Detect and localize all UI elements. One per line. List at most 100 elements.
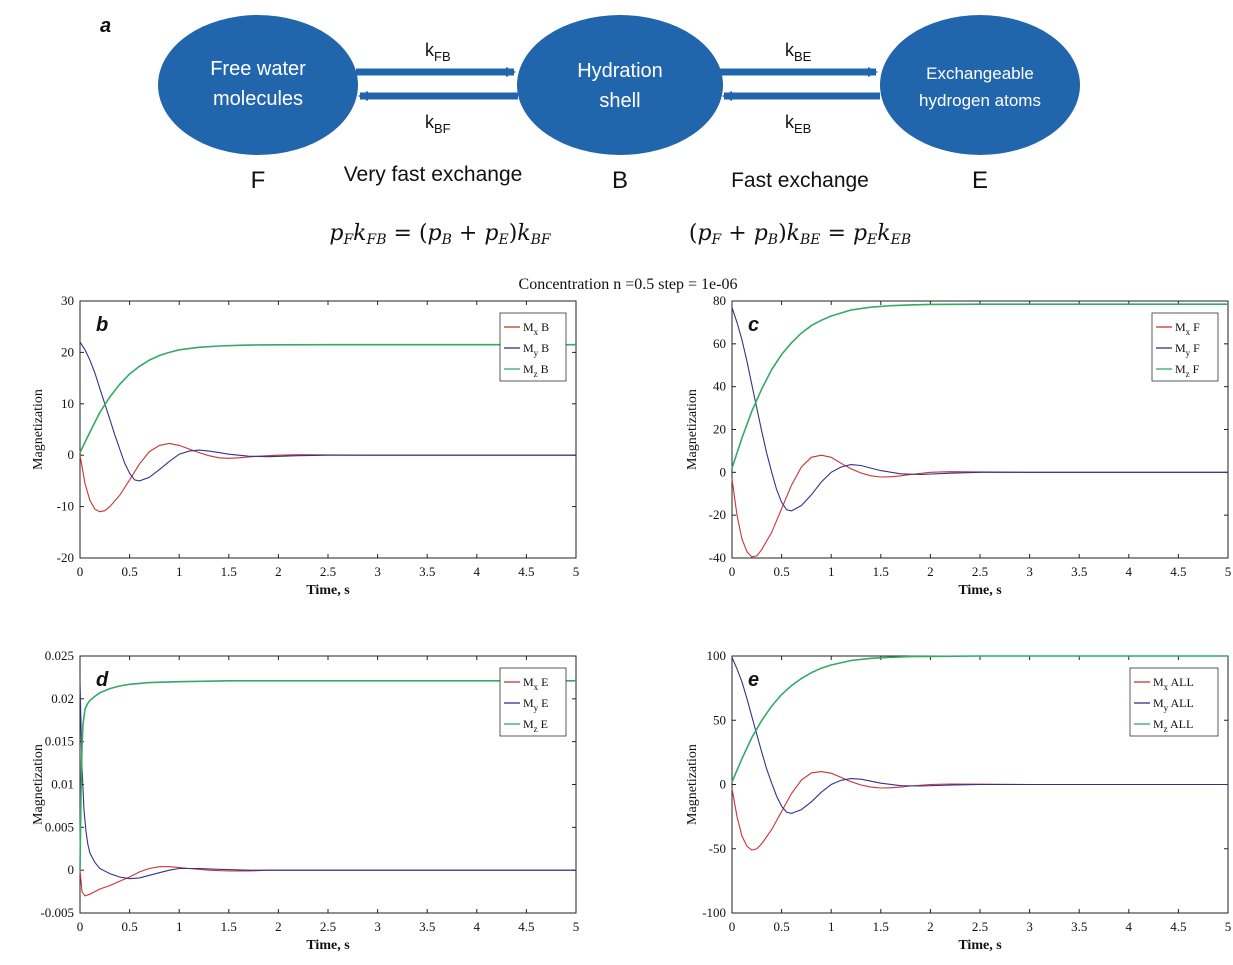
rate-keb: kEB	[785, 112, 811, 136]
x-tick-label: 0	[77, 564, 84, 579]
y-tick-label: 30	[61, 293, 74, 308]
legend-label-mx: Mx B	[523, 320, 549, 337]
rate-kbf: kBF	[425, 112, 451, 136]
x-tick-label: 4	[474, 564, 481, 579]
y-axis-label: Magnetization	[685, 389, 700, 470]
node-exchangeable-hydrogen	[880, 15, 1080, 155]
y-tick-label: 0.005	[45, 819, 74, 834]
y-tick-label: -10	[57, 499, 74, 514]
series-line-my	[731, 307, 1228, 512]
x-tick-label: 2	[927, 919, 934, 934]
x-tick-label: 3	[374, 564, 381, 579]
node-exchangeable-line1: Exchangeable	[926, 64, 1034, 83]
very-fast-exchange-label: Very fast exchange	[344, 163, 523, 186]
x-tick-label: 5	[1225, 564, 1232, 579]
y-tick-label: 10	[61, 396, 74, 411]
x-tick-label: 1.5	[873, 919, 889, 934]
node-letter-f: F	[251, 167, 266, 194]
y-tick-label: -50	[709, 841, 726, 856]
y-tick-label: 0	[720, 777, 727, 792]
x-tick-label: 1	[828, 564, 835, 579]
x-tick-label: 2.5	[972, 564, 988, 579]
x-tick-label: 2	[275, 564, 282, 579]
legend-box	[499, 667, 567, 737]
y-tick-label: 0	[720, 464, 727, 479]
x-tick-label: 5	[1225, 919, 1232, 934]
x-tick-label: 4	[1126, 564, 1133, 579]
legend-box	[1151, 312, 1219, 382]
node-free-water-line2: molecules	[213, 88, 303, 110]
node-letter-b: B	[612, 167, 628, 194]
y-tick-label: 0.01	[51, 777, 74, 792]
y-axis-label: Magnetization	[31, 389, 46, 470]
chart-panel-d: 0 0.5 1 1.5 2 2.5 3 3.5 4 4.5 5-0.00500.0050.010.0…	[31, 648, 579, 953]
legend-label-my: My F	[1175, 341, 1200, 358]
legend-box	[1129, 667, 1219, 737]
exchange-diagram: a Free water molecules Hydration shell E…	[100, 15, 1080, 248]
legend-box	[499, 312, 567, 382]
x-tick-label: 2.5	[320, 564, 336, 579]
node-free-water	[158, 15, 358, 155]
suptitle: Concentration n =0.5 step = 1e-06	[519, 276, 738, 293]
series-line-mx	[731, 771, 1228, 851]
y-tick-label: 50	[713, 712, 726, 727]
legend-label-mz: Mz F	[1175, 362, 1200, 379]
x-axis-label: Time, s	[306, 938, 350, 953]
x-tick-label: 1	[176, 564, 183, 579]
chart-panel-e: 0 0.5 1 1.5 2 2.5 3 3.5 4 4.5 5 -100 -50 0 50 100 Time, …	[685, 648, 1231, 953]
x-tick-label: 5	[573, 564, 580, 579]
series-line-my	[79, 681, 576, 880]
legend-label-mx: Mx F	[1175, 320, 1200, 337]
x-tick-label: 3.5	[419, 919, 435, 934]
legend-label-mz: Mz B	[523, 362, 549, 379]
x-tick-label: 4	[474, 919, 481, 934]
panel-letter-a: a	[100, 15, 111, 37]
y-tick-label: 0.02	[51, 691, 74, 706]
y-tick-label: -20	[57, 550, 74, 565]
y-tick-label: -100	[702, 905, 726, 920]
x-tick-label: 3.5	[1071, 919, 1087, 934]
node-hydration-shell-line1: Hydration	[577, 60, 663, 82]
x-axis-label: Time, s	[958, 938, 1002, 953]
x-tick-label: 4.5	[1170, 919, 1186, 934]
panel-letter-b: b	[96, 314, 108, 336]
y-tick-label: -40	[709, 550, 726, 565]
legend-label-mx: Mx ALL	[1153, 675, 1194, 692]
y-tick-label: 20	[713, 422, 726, 437]
node-letter-e: E	[972, 167, 988, 194]
y-tick-label: 0.025	[45, 648, 74, 663]
x-tick-label: 3	[1026, 919, 1033, 934]
x-tick-label: 5	[573, 919, 580, 934]
y-axis-label: Magnetization	[31, 744, 46, 825]
x-tick-label: 3.5	[419, 564, 435, 579]
x-tick-label: 1	[828, 919, 835, 934]
x-axis-label: Time, s	[958, 583, 1002, 598]
series-line-mz	[79, 343, 576, 453]
y-tick-label: 20	[61, 344, 74, 359]
legend-label-my: My E	[523, 696, 549, 713]
node-free-water-line1: Free water	[210, 58, 306, 80]
equation-right: (pF + pB)kBE = pEkEB	[689, 221, 911, 248]
x-tick-label: 3	[1026, 564, 1033, 579]
x-axis-label: Time, s	[306, 583, 350, 598]
y-tick-label: 0.015	[45, 734, 74, 749]
y-tick-label: 0	[68, 447, 75, 462]
x-tick-label: 0.5	[121, 919, 137, 934]
rate-kbe: kBE	[785, 40, 812, 64]
y-tick-label: 40	[713, 379, 726, 394]
series-line-mz	[79, 679, 576, 871]
x-tick-label: 2.5	[320, 919, 336, 934]
equation-left: pFkFB = (pB + pE)kBF	[329, 221, 552, 248]
series-line-mx	[79, 442, 576, 513]
series-line-mz	[731, 655, 1228, 783]
x-tick-label: 1	[176, 919, 183, 934]
node-exchangeable-line2: hydrogen atoms	[919, 91, 1041, 110]
x-tick-label: 2	[927, 564, 934, 579]
y-tick-label: -0.005	[40, 905, 74, 920]
panel-letter-c: c	[748, 314, 759, 336]
y-tick-label: 100	[707, 648, 727, 663]
fast-exchange-label: Fast exchange	[731, 169, 869, 192]
x-tick-label: 1.5	[873, 564, 889, 579]
series-line-my	[731, 657, 1228, 814]
x-tick-label: 0.5	[773, 919, 789, 934]
